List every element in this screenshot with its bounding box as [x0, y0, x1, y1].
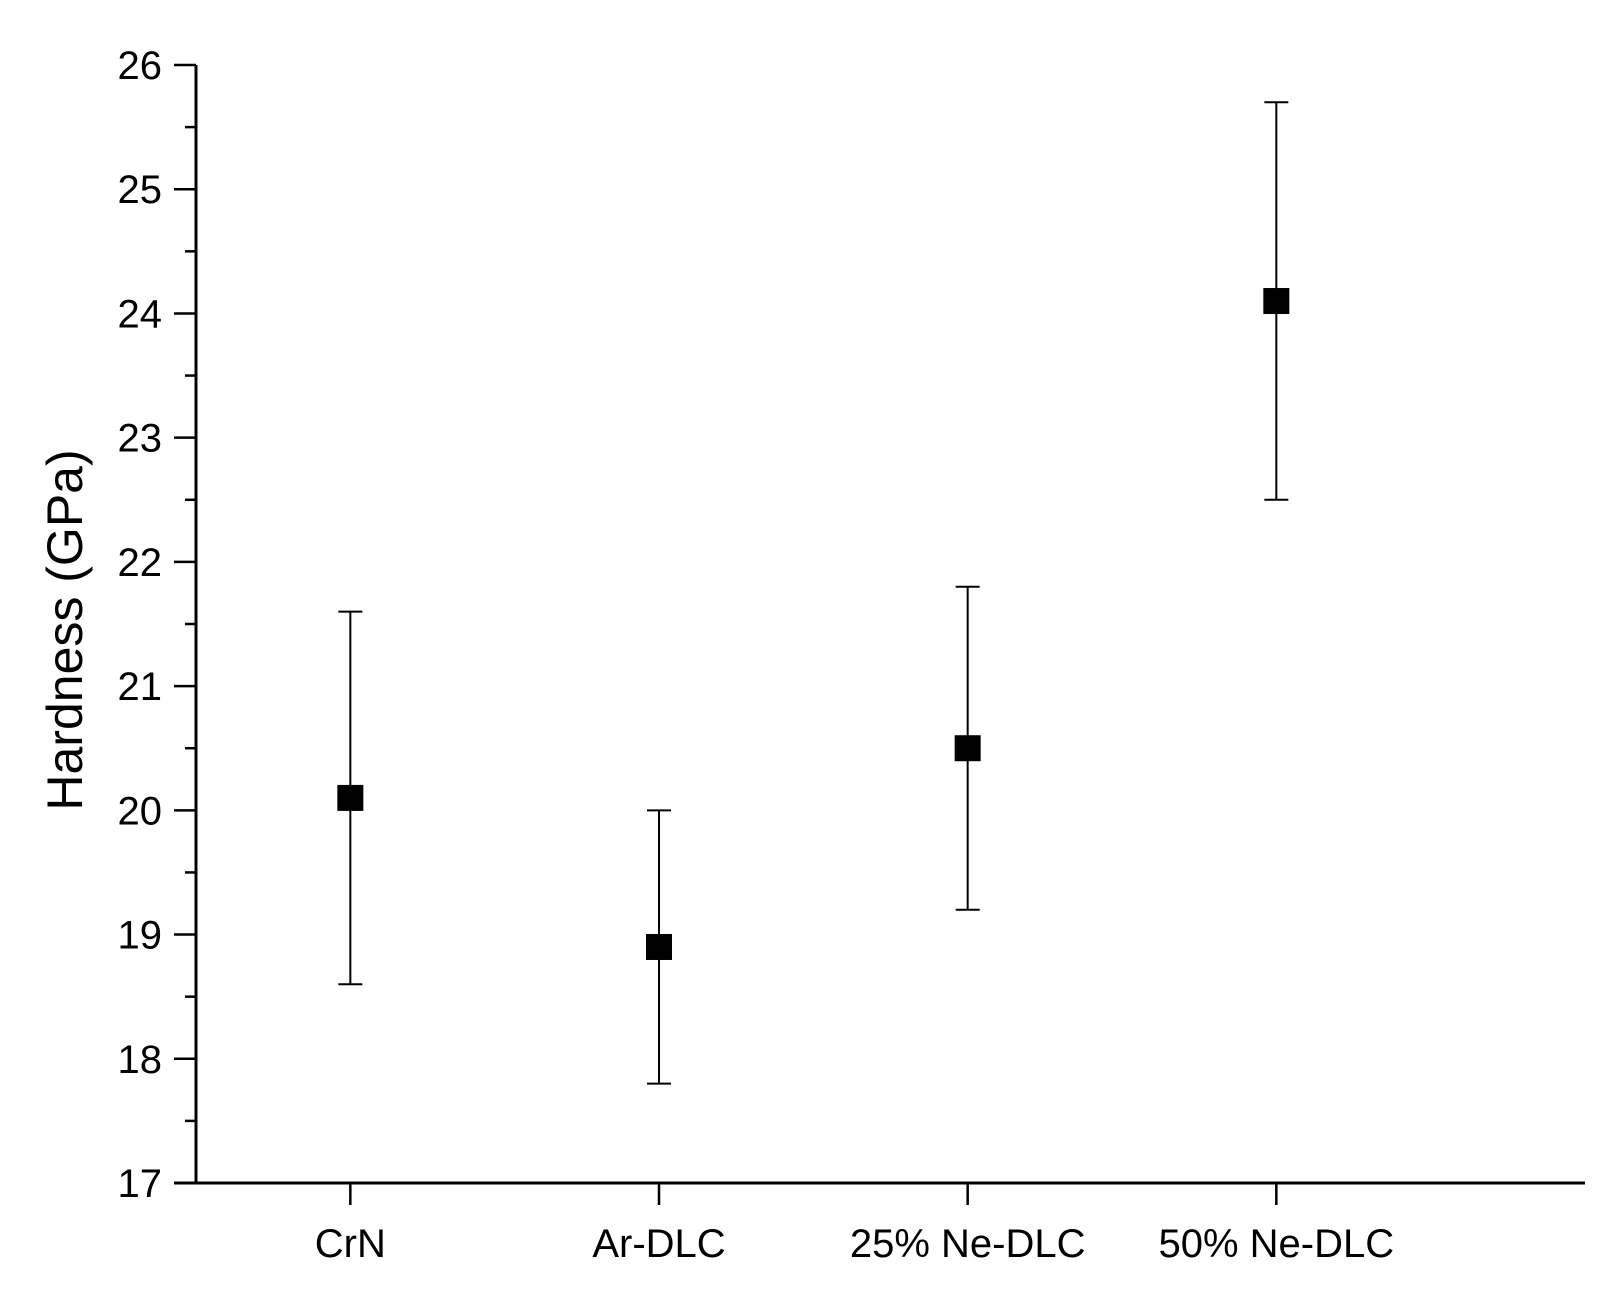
data-point-marker: [954, 735, 981, 762]
y-tick-label: 23: [118, 417, 163, 461]
y-tick-label: 20: [118, 789, 163, 833]
y-tick-label: 25: [118, 168, 163, 212]
plot-marks: [337, 101, 1290, 1085]
x-tick-label: 25% Ne-DLC: [850, 1222, 1086, 1266]
data-point-marker: [646, 933, 672, 960]
y-tick-label: 18: [118, 1038, 163, 1082]
y-tick-label: 21: [118, 665, 163, 709]
y-tick-label: 17: [118, 1162, 163, 1206]
y-axis: 17 18 19 20 21 22 23 24 25 26: [118, 44, 198, 1206]
data-point-marker: [1263, 288, 1290, 315]
x-axis: CrN Ar-DLC 25% Ne-DLC 50% Ne-DLC: [174, 1181, 1585, 1266]
y-tick-label: 19: [118, 914, 163, 958]
x-tick-label: Ar-DLC: [592, 1222, 725, 1266]
x-tick-label: 50% Ne-DLC: [1159, 1222, 1395, 1266]
y-tick-label: 26: [118, 44, 163, 88]
y-tick-label: 24: [118, 292, 163, 336]
x-tick-label: CrN: [315, 1222, 386, 1266]
y-tick-label: 22: [118, 541, 163, 585]
y-axis-title: Hardness (GPa): [37, 449, 93, 810]
data-point-marker: [337, 784, 364, 811]
